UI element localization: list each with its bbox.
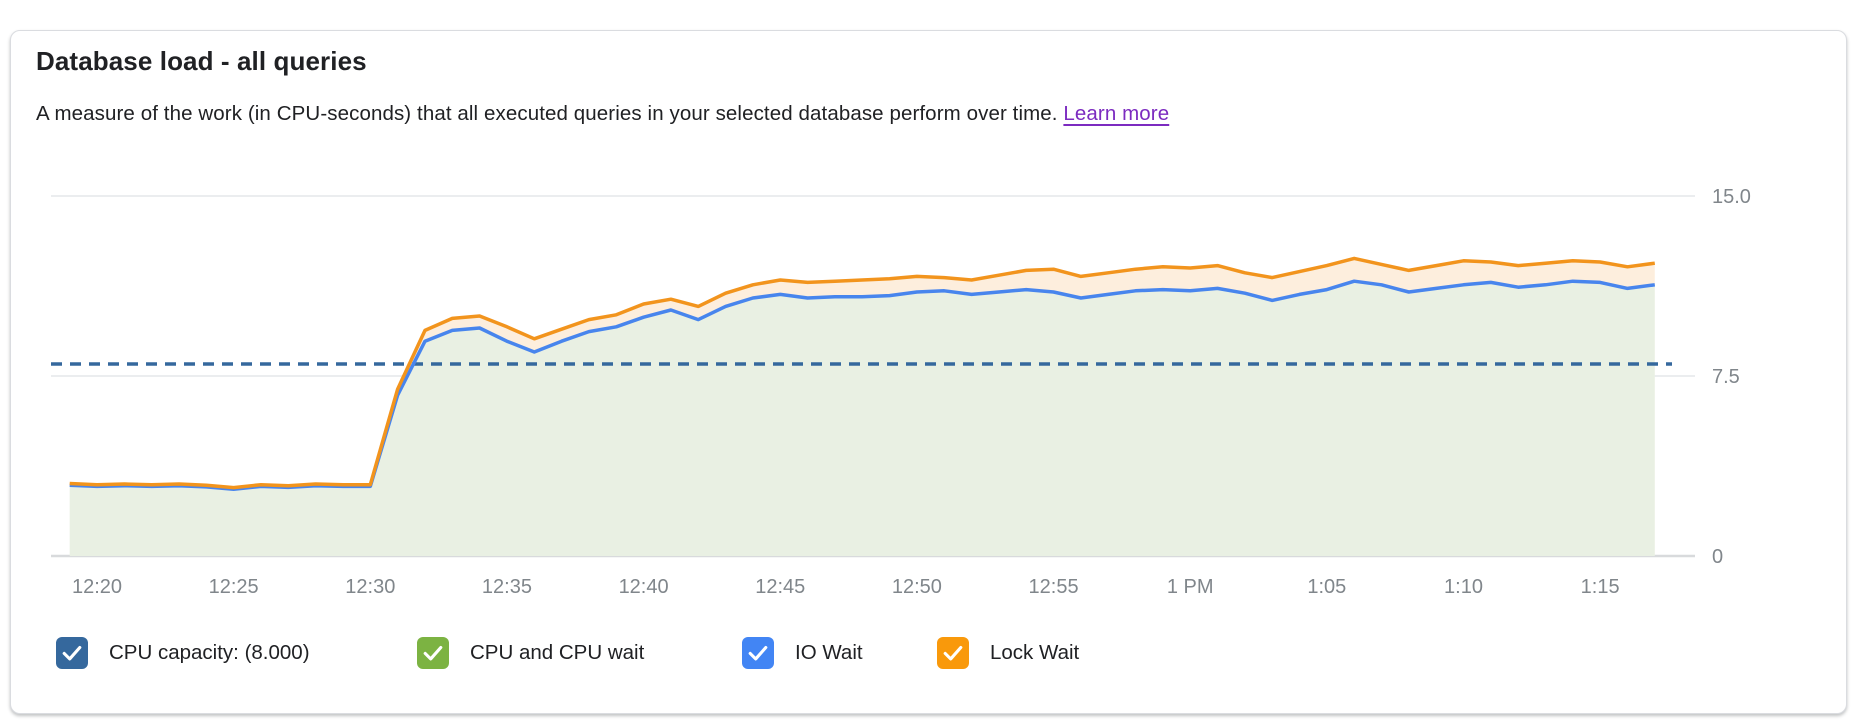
legend-item-cpu-and-cpu-wait: CPU and CPU wait [417, 637, 644, 669]
y-axis-label: 15.0 [1712, 186, 1751, 208]
x-axis-label: 1:05 [1307, 576, 1346, 598]
legend-label: CPU capacity: (8.000) [109, 641, 310, 664]
legend-item-cpu-capacity: CPU capacity: (8.000) [56, 637, 310, 669]
y-axis-label: 7.5 [1712, 366, 1740, 388]
lock-wait-line [69, 256, 1656, 490]
check-icon [62, 645, 82, 661]
cpu-and-cpu-wait-area [69, 281, 1655, 556]
x-axis-label: 12:30 [345, 576, 395, 598]
lock-wait-checkbox[interactable] [937, 637, 969, 669]
x-axis-label: 12:20 [72, 576, 122, 598]
x-axis-label: 12:25 [209, 576, 259, 598]
y-axis-label: 0 [1712, 546, 1723, 568]
check-icon [423, 645, 443, 661]
check-icon [748, 645, 768, 661]
x-axis-label: 1 PM [1167, 576, 1214, 598]
card-subtitle: A measure of the work (in CPU-seconds) t… [36, 102, 1169, 126]
page-title: Database load - all queries [36, 46, 367, 76]
io-wait-checkbox[interactable] [742, 637, 774, 669]
lock-wait-area [69, 258, 1655, 490]
x-axis-label: 1:10 [1444, 576, 1483, 598]
x-axis-label: 12:35 [482, 576, 532, 598]
check-icon [943, 645, 963, 661]
x-axis-label: 12:45 [755, 576, 805, 598]
x-axis-label: 12:40 [619, 576, 669, 598]
cpu-and-cpu-wait-checkbox[interactable] [417, 637, 449, 669]
legend-item-lock-wait: Lock Wait [937, 637, 1079, 669]
learn-more-link[interactable]: Learn more [1063, 102, 1170, 125]
cpu-capacity-checkbox[interactable] [56, 637, 88, 669]
legend-label: IO Wait [795, 641, 863, 664]
legend-item-io-wait: IO Wait [742, 637, 863, 669]
legend-label: Lock Wait [990, 641, 1080, 664]
chart-legend: CPU capacity: (8.000) CPU and CPU wait I… [0, 637, 1856, 671]
x-axis-label: 12:55 [1029, 576, 1079, 598]
legend-label: CPU and CPU wait [470, 641, 645, 664]
x-axis-label: 12:50 [892, 576, 942, 598]
x-axis-label: 1:15 [1581, 576, 1620, 598]
subtitle-text: A measure of the work (in CPU-seconds) t… [36, 102, 1058, 125]
